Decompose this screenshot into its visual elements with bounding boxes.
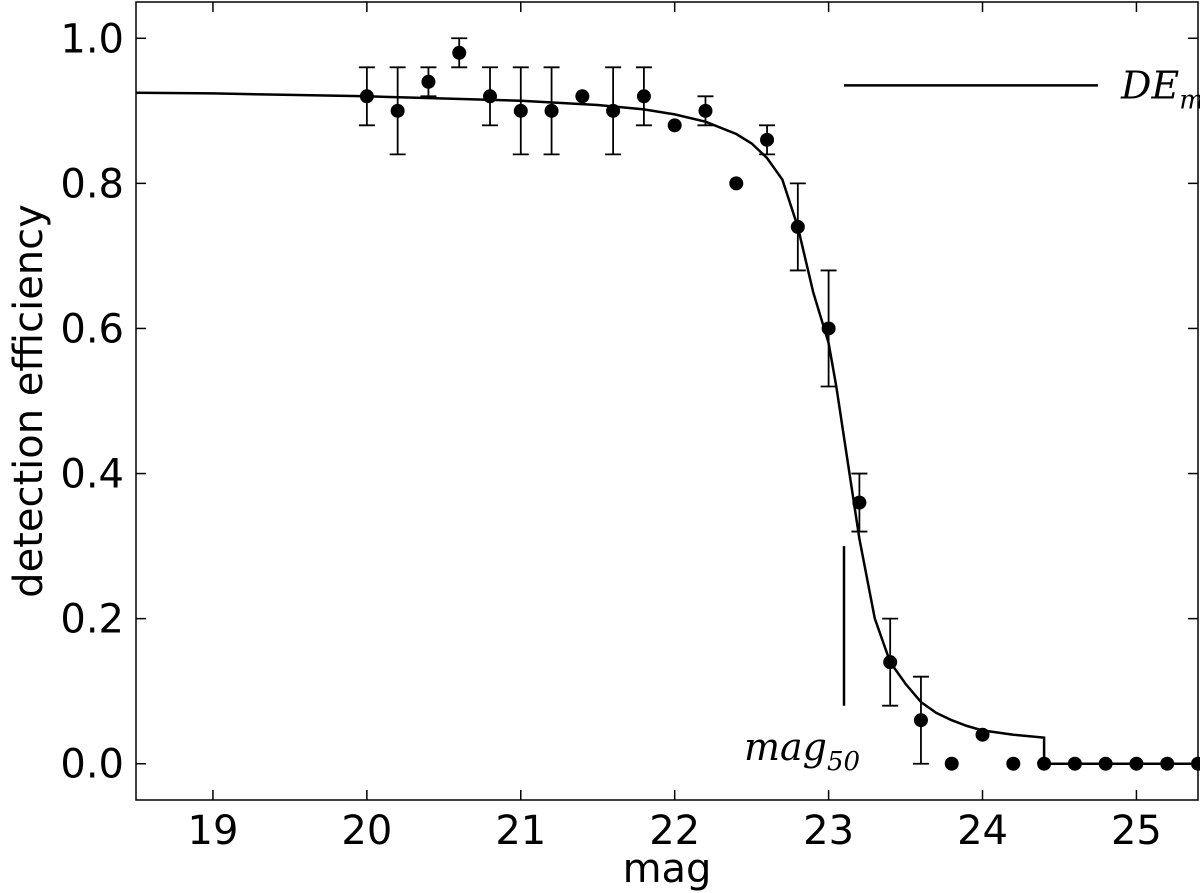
data-point-21 — [1006, 756, 1021, 771]
data-point-15 — [821, 321, 836, 336]
x-tick-label-5: 24 — [957, 808, 1008, 854]
data-point-17 — [883, 655, 898, 670]
x-tick-label-6: 25 — [1111, 808, 1162, 854]
data-point-0 — [359, 89, 374, 104]
data-point-11 — [698, 103, 713, 118]
mag50-label-main: mag — [744, 725, 827, 769]
data-point-14 — [790, 219, 805, 234]
x-tick-label-2: 21 — [495, 808, 546, 854]
x-tick-label-3: 22 — [649, 808, 700, 854]
legend-label-de-max: DEmax — [1120, 63, 1200, 115]
data-point-19 — [944, 756, 959, 771]
data-point-2 — [421, 74, 436, 89]
y-tick-label-4: 0.8 — [60, 161, 124, 207]
legend-label-main: DE — [1120, 63, 1179, 107]
data-point-12 — [729, 176, 744, 191]
data-point-22 — [1037, 756, 1052, 771]
mag50-annotation: mag50 — [744, 725, 860, 777]
data-point-18 — [913, 713, 928, 728]
y-tick-label-0: 0.0 — [60, 742, 124, 788]
axis-ticks — [136, 2, 1198, 800]
data-point-5 — [513, 103, 528, 118]
data-point-1 — [390, 103, 405, 118]
y-tick-label-2: 0.4 — [60, 452, 124, 498]
data-point-13 — [760, 132, 775, 147]
data-point-4 — [483, 89, 497, 104]
axis-tick-labels: 19 20 21 22 23 24 25 0.0 0.2 0.4 0.6 0.8 1.0 — [60, 16, 1162, 854]
data-point-3 — [452, 45, 467, 60]
y-tick-label-1: 0.2 — [60, 597, 124, 643]
data-point-25 — [1129, 756, 1144, 771]
x-tick-label-0: 19 — [188, 808, 239, 854]
data-point-9 — [636, 89, 651, 104]
data-point-20 — [975, 727, 990, 742]
data-point-6 — [544, 103, 559, 118]
x-tick-label-1: 20 — [341, 808, 392, 854]
data-point-16 — [852, 495, 867, 510]
data-point-8 — [606, 103, 621, 118]
legend-label-subscript: max — [1179, 85, 1200, 115]
mag50-label-subscript: 50 — [827, 747, 860, 777]
y-tick-label-5: 1.0 — [60, 16, 124, 62]
legend: DEmax — [844, 63, 1200, 115]
x-axis-label: mag — [623, 846, 712, 892]
x-tick-label-4: 23 — [803, 808, 854, 854]
y-axis-label: detection efficiency — [6, 204, 52, 598]
data-point-7 — [575, 89, 590, 104]
data-point-24 — [1098, 756, 1113, 771]
y-tick-label-3: 0.6 — [60, 306, 124, 352]
data-point-26 — [1160, 756, 1175, 771]
plot-frame — [135, 1, 1199, 801]
data-point-10 — [667, 118, 682, 133]
plot-content — [136, 37, 1200, 771]
data-point-23 — [1067, 756, 1082, 771]
